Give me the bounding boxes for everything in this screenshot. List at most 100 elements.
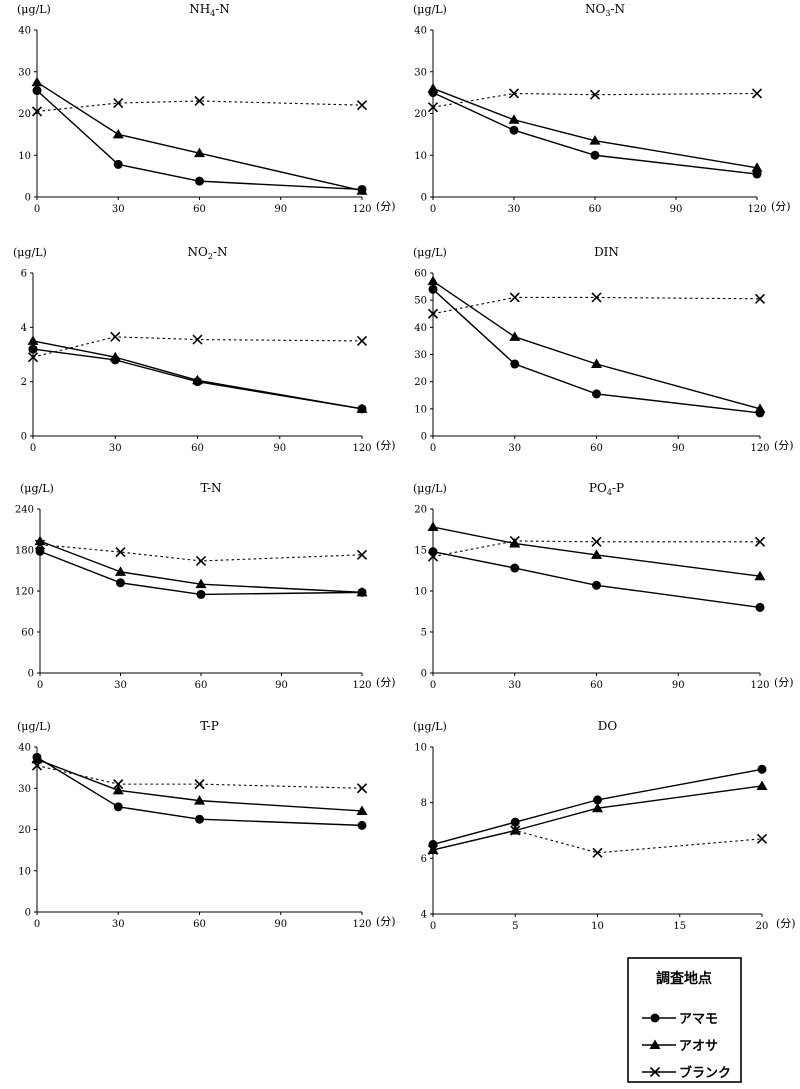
y-tick-label: 0 xyxy=(21,432,27,443)
series-line xyxy=(36,100,363,112)
data-point xyxy=(592,580,601,590)
legend-label: アオサ xyxy=(679,1039,718,1054)
legend-marker xyxy=(649,1066,661,1078)
data-point xyxy=(591,292,602,303)
data-point xyxy=(356,335,368,346)
data-point xyxy=(757,764,767,774)
series-triangle xyxy=(427,275,766,413)
data-point xyxy=(427,521,439,532)
x-tick-label: 90 xyxy=(274,919,287,930)
data-point xyxy=(356,586,368,597)
x-tick-label: 15 xyxy=(673,921,686,932)
series-line xyxy=(432,526,761,577)
y-tick-label: 10 xyxy=(414,404,427,415)
x-tick-label: 0 xyxy=(430,680,436,691)
legend-title: 調査地点 xyxy=(656,970,712,987)
x-tick-label: 120 xyxy=(352,919,371,930)
x-tick-label: 0 xyxy=(430,204,436,215)
chart-title-main: DIN xyxy=(594,245,619,259)
series-x xyxy=(427,292,766,319)
series-x xyxy=(31,760,368,794)
chart-panel-6: 0 5 10 15 20 0 30 60 90 120 (μg/L) (分) PO4-P xyxy=(413,481,794,691)
y-tick-label: 40 xyxy=(18,26,31,37)
data-point xyxy=(194,147,205,158)
chart-title-rest: -P xyxy=(612,481,624,495)
data-point xyxy=(115,566,126,576)
x-tick-label: 30 xyxy=(508,443,521,454)
series-line xyxy=(39,540,363,594)
series-triangle xyxy=(34,535,368,597)
series-triangle xyxy=(427,521,766,581)
x-tick-label: 0 xyxy=(430,443,436,454)
y-unit-label: (μg/L) xyxy=(413,720,447,733)
y-tick-label: 20 xyxy=(414,109,427,120)
x-unit-label: (分) xyxy=(776,917,796,930)
legend-entry: アオサ xyxy=(642,1039,718,1054)
series-line xyxy=(432,550,761,609)
chart-title-rest: -N xyxy=(215,2,230,16)
y-unit-label: (μg/L) xyxy=(20,482,54,495)
y-tick-label: 40 xyxy=(414,323,427,334)
data-point xyxy=(112,784,124,795)
data-point xyxy=(31,760,43,771)
chart-title-main: T-P xyxy=(200,719,219,733)
x-tick-label: 60 xyxy=(195,680,208,691)
data-point xyxy=(109,351,121,362)
x-tick-label: 90 xyxy=(275,680,288,691)
series-circle xyxy=(428,284,765,418)
x-tick-label: 90 xyxy=(274,204,287,215)
data-point xyxy=(754,293,766,304)
y-tick-label: 20 xyxy=(414,505,427,516)
y-tick-label: 40 xyxy=(18,743,31,754)
data-point xyxy=(427,82,439,93)
data-point xyxy=(427,308,439,319)
y-tick-label: 20 xyxy=(18,109,31,120)
chart-panel-4: 0 10 20 30 40 50 60 0 30 60 90 120 (μg/L) (分) DIN xyxy=(413,245,794,454)
series-x xyxy=(27,331,368,363)
data-point xyxy=(428,284,438,294)
x-unit-label: (分) xyxy=(774,439,794,452)
x-tick-label: 60 xyxy=(191,443,204,454)
chart-title-main: NH xyxy=(189,2,210,16)
data-point xyxy=(589,89,601,100)
data-point xyxy=(194,795,205,805)
x-tick-label: 60 xyxy=(589,204,602,215)
series-x xyxy=(427,535,766,562)
series-x xyxy=(427,88,763,113)
series-triangle xyxy=(31,753,368,815)
y-tick-label: 4 xyxy=(21,323,27,334)
data-point xyxy=(356,185,368,195)
data-point xyxy=(593,795,602,805)
chart-panel-7: 0 10 20 30 40 0 30 60 90 120 (μg/L) (分) T-P xyxy=(17,719,396,930)
y-unit-label: (μg/L) xyxy=(13,246,47,259)
x-tick-label: 120 xyxy=(747,204,766,215)
x-unit-label: (分) xyxy=(774,676,794,689)
y-tick-label: 2 xyxy=(21,377,27,388)
data-point xyxy=(592,847,603,858)
x-tick-label: 30 xyxy=(508,204,521,215)
x-tick-label: 90 xyxy=(670,204,683,215)
x-tick-label: 60 xyxy=(193,919,206,930)
data-point xyxy=(751,162,763,172)
data-point xyxy=(194,95,205,107)
y-tick-label: 10 xyxy=(414,587,427,598)
legend-entry: ブランク xyxy=(642,1065,731,1081)
data-point xyxy=(592,389,601,399)
x-tick-label: 0 xyxy=(34,919,40,930)
y-tick-label: 180 xyxy=(15,546,34,557)
series-line xyxy=(36,90,363,191)
x-unit-label: (分) xyxy=(376,439,396,452)
chart-title-rest: -N xyxy=(610,2,625,16)
x-tick-label: 30 xyxy=(508,680,521,691)
chart-panel-5: 0 60 120 180 240 0 30 60 90 120 (μg/L) (分) T-N xyxy=(15,481,396,691)
x-tick-label: 10 xyxy=(591,921,604,932)
y-tick-label: 60 xyxy=(414,269,427,280)
data-point xyxy=(32,86,42,96)
data-point xyxy=(112,128,124,139)
y-unit-label: (μg/L) xyxy=(413,246,447,259)
y-tick-label: 0 xyxy=(421,432,427,443)
data-point xyxy=(427,551,439,562)
chart-title: T-N xyxy=(200,481,221,495)
y-tick-label: 20 xyxy=(18,825,31,836)
